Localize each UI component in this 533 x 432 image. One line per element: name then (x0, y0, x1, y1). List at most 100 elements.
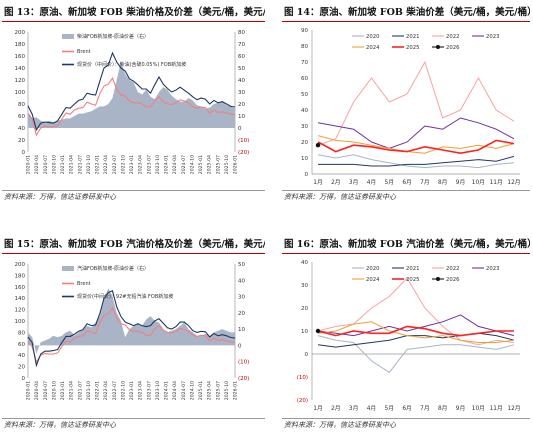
legend: 2020 2021 2022 2023 2024 2025 2026 (352, 34, 499, 51)
legend-swatch (62, 266, 74, 271)
x-tick-label: 2023-07 (146, 381, 152, 400)
left-tick-label: 180 (15, 273, 26, 279)
x-tick-label: 2023-04 (138, 381, 144, 400)
x-tick-label: 8月 (438, 179, 448, 186)
x-tick-label: 2020-07 (43, 155, 49, 174)
x-tick-label: 2020-04 (34, 155, 40, 174)
series-point-2026 (315, 328, 321, 334)
legend-label: Brent (77, 281, 91, 287)
legend-marker (436, 277, 440, 281)
panel-title: 图 13：原油、新加坡 FOB 柴油价格及价差（美元/桶，美元/桶） (2, 4, 265, 22)
x-tick-label: 5月 (385, 179, 395, 186)
legend-label: 2022 (446, 266, 459, 272)
x-tick-label: 2022-01 (95, 381, 101, 400)
series-line-2021 (318, 155, 515, 167)
y-tick-label: 90 (301, 28, 308, 34)
y-tick-label: 70 (301, 60, 308, 66)
panel-source: 资料来源：万得，信达证券研发中心 (2, 190, 265, 202)
series-line-2024 (317, 321, 515, 343)
x-tick-label: 9月 (456, 179, 466, 186)
series-line-2020 (317, 154, 515, 169)
x-tick-label: 6月 (402, 405, 412, 412)
panel-source: 资料来源：万得，信达证券研发中心 (2, 418, 265, 430)
x-tick-label: 2021-04 (69, 155, 75, 174)
x-tick-label: 2022-01 (95, 155, 101, 174)
diesel-price-chart: 0 20 40 60 80 100 120 140 160 180 200 (20) (10) 0 10 20… (15, 30, 250, 174)
right-tick-label: 50 (238, 66, 245, 72)
right-tick-label: 20 (238, 311, 245, 317)
x-tick-label: 2023-01 (129, 155, 135, 174)
brent-line-series (27, 306, 236, 364)
legend-label: 2021 (406, 266, 419, 272)
panel-title: 图 16：原油、新加坡 FOB 汽油价差（美元/桶，美元/桶） (282, 236, 530, 254)
right-tick-label: 20 (238, 102, 245, 108)
y-tick-label: 50 (301, 92, 308, 98)
x-tick-label: 7月 (420, 405, 430, 412)
legend-label: 现货价(中间价)：92#无铅汽油 FOB新加坡 (77, 293, 173, 300)
left-tick-label: 20 (18, 365, 25, 371)
left-tick-label: 200 (15, 262, 26, 268)
left-tick-label: 0 (22, 150, 26, 156)
legend-marker (436, 45, 440, 49)
right-tick-label: (20) (238, 150, 249, 156)
legend-label: Brent (77, 49, 91, 55)
x-tick-label: 2025-04 (207, 155, 213, 174)
left-tick-label: 80 (18, 330, 25, 336)
left-tick-label: 40 (18, 353, 25, 359)
brent-line-series (27, 77, 236, 137)
left-tick-label: 20 (18, 138, 25, 144)
series-line-2021 (317, 332, 515, 348)
left-tick-label: 140 (15, 296, 26, 302)
series-line-2025 (317, 325, 514, 337)
left-tick-label: 60 (18, 342, 25, 348)
legend-label: 2024 (366, 45, 380, 51)
x-tick-label: 2022-04 (103, 155, 109, 174)
y-tick-label: (10) (297, 375, 308, 381)
right-tick-label: 0 (238, 343, 242, 349)
right-tick-label: 10 (238, 327, 245, 333)
x-tick-label: 2022-10 (120, 381, 126, 400)
right-tick-label: 0 (238, 126, 242, 132)
y-tick-label: (20) (297, 398, 308, 404)
panel-gasoline-price: 图 15：原油、新加坡 FOB 汽油价格及价差（美元/桶，美元/桶） 0 20 40… (2, 236, 265, 432)
x-tick-label: 2023-04 (138, 155, 144, 174)
x-tick-label: 2024-04 (172, 155, 178, 174)
series-line-2020 (317, 335, 515, 374)
gasoline-spread-chart: (20) (10) 0 10 20 30 40 1月 2月 3月 4月 5月 6月 7月 8月 9月 10月 11… (297, 260, 521, 412)
left-tick-label: 100 (15, 319, 26, 325)
x-tick-label: 1月 (313, 405, 323, 412)
diesel-spread-chart: 0 10 20 30 40 50 60 70 80 90 1月 2月 3月 4月 5月 6月 7月 8月 9月 10月… (301, 28, 521, 186)
x-tick-label: 1月 (313, 179, 323, 186)
left-tick-label: 120 (15, 78, 26, 84)
y-tick-label: 10 (301, 156, 308, 162)
panel-title: 图 14：原油、新加坡 FOB 柴油价差（美元/桶，美元/桶） (282, 4, 530, 22)
legend-label: 2020 (366, 266, 380, 272)
x-tick-label: 2024-01 (164, 381, 170, 400)
y-tick-label: 10 (301, 329, 308, 335)
legend-label: 汽油FOB新加坡-原油价差（右） (77, 265, 149, 272)
series-line-2025 (317, 139, 515, 155)
y-tick-label: 20 (301, 306, 308, 312)
left-tick-label: 40 (18, 126, 25, 132)
right-tick-label: (20) (238, 376, 249, 382)
left-tick-label: 80 (18, 102, 25, 108)
x-tick-label: 2025-04 (207, 381, 213, 400)
x-tick-label: 2021-01 (60, 155, 66, 174)
right-tick-label: (10) (238, 138, 249, 144)
x-tick-label: 2021-01 (60, 381, 66, 400)
legend-label: 2025 (406, 45, 419, 51)
x-tick-label: 2020-01 (26, 381, 32, 400)
x-tick-label: 2025-10 (224, 155, 230, 174)
y-tick-label: 80 (301, 44, 308, 50)
x-tick-label: 2月 (331, 179, 341, 186)
x-tick-label: 2020-01 (26, 155, 32, 174)
x-tick-label: 2025-10 (224, 381, 230, 400)
y-tick-label: 20 (301, 140, 308, 146)
x-tick-label: 2020-07 (43, 381, 49, 400)
x-tick-label: 2024-07 (181, 155, 187, 174)
legend-swatch (62, 34, 74, 39)
gasoline-price-chart: 0 20 40 60 80 100 120 140 160 180 200 (20) (10) 0 10 20… (15, 262, 250, 400)
right-tick-label: 50 (238, 262, 245, 268)
right-tick-label: 10 (238, 114, 245, 120)
y-tick-label: 40 (301, 260, 308, 266)
